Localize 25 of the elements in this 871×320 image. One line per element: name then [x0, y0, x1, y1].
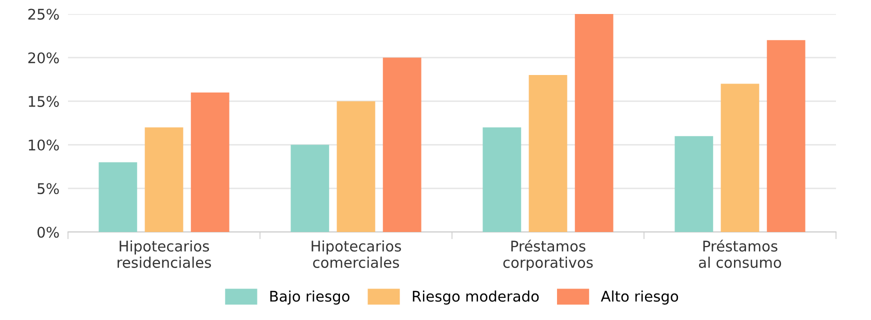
x-tick-label: Hipotecarios residenciales	[118, 240, 211, 268]
y-tick-label: 25%	[28, 8, 59, 20]
x-tick-label: Préstamos corporativos	[503, 240, 593, 271]
x-tick-label: Préstamos al consumo	[698, 240, 782, 268]
legend-label: Bajo riesgo	[270, 290, 350, 305]
bar	[190, 92, 230, 232]
y-tick-label: 5%	[38, 183, 59, 194]
y-tick-label: 10%	[28, 140, 59, 151]
bar	[482, 127, 522, 232]
bar	[336, 101, 376, 232]
bar	[766, 40, 806, 232]
bar	[528, 75, 568, 232]
bar	[720, 84, 760, 232]
bar	[674, 136, 714, 232]
bar	[144, 127, 184, 232]
y-tick-label: 20%	[28, 52, 59, 64]
y-tick-label: 15%	[28, 96, 59, 107]
bar	[382, 58, 422, 232]
bar	[290, 144, 330, 232]
x-tick-label: Hipotecarios comerciales	[312, 240, 401, 268]
legend-label: Alto riesgo	[600, 290, 678, 305]
y-tick-label: 0%	[37, 226, 59, 238]
bar	[574, 14, 614, 232]
bar	[98, 162, 138, 232]
legend-label: Riesgo moderado	[412, 290, 539, 305]
